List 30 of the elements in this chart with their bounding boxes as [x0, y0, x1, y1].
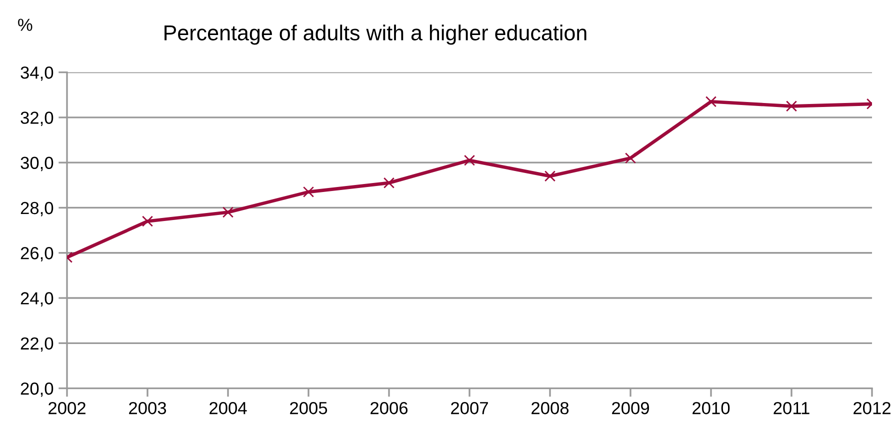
x-tick-label: 2010 [692, 402, 730, 414]
point [786, 100, 798, 112]
x-tick-label: 2011 [774, 402, 810, 414]
point [142, 216, 154, 227]
y-tick-label: 32,0 [20, 112, 54, 126]
x-tick-label: 2007 [451, 402, 488, 414]
point [464, 154, 476, 166]
x-tick-label: 2008 [532, 402, 569, 414]
y-tick-label: 22,0 [20, 337, 54, 352]
x-tick-label: 2009 [612, 402, 649, 414]
x-tick-label: 2003 [129, 402, 166, 414]
point [544, 170, 556, 182]
x-tick-label: 2004 [210, 402, 247, 414]
x-tick-label: 2005 [290, 402, 328, 414]
chart-title: Percentage of adults with a higher education [164, 24, 586, 45]
y-tick-label: 20,0 [20, 382, 54, 397]
point [302, 186, 314, 198]
point [383, 177, 395, 188]
point [222, 206, 234, 218]
point [705, 96, 717, 108]
x-tick-label: 2012 [854, 402, 890, 414]
y-tick-label: 26,0 [20, 247, 54, 262]
y-tick-label: 30,0 [20, 156, 54, 172]
y-axis-title: % [18, 18, 32, 31]
x-tick-label: 2006 [370, 402, 408, 414]
y-tick-label: 28,0 [20, 202, 54, 216]
point [624, 152, 636, 164]
y-tick-label: 24,0 [20, 292, 54, 307]
y-tick-label: 34,0 [20, 66, 54, 81]
x-tick-label: 2002 [48, 402, 86, 414]
